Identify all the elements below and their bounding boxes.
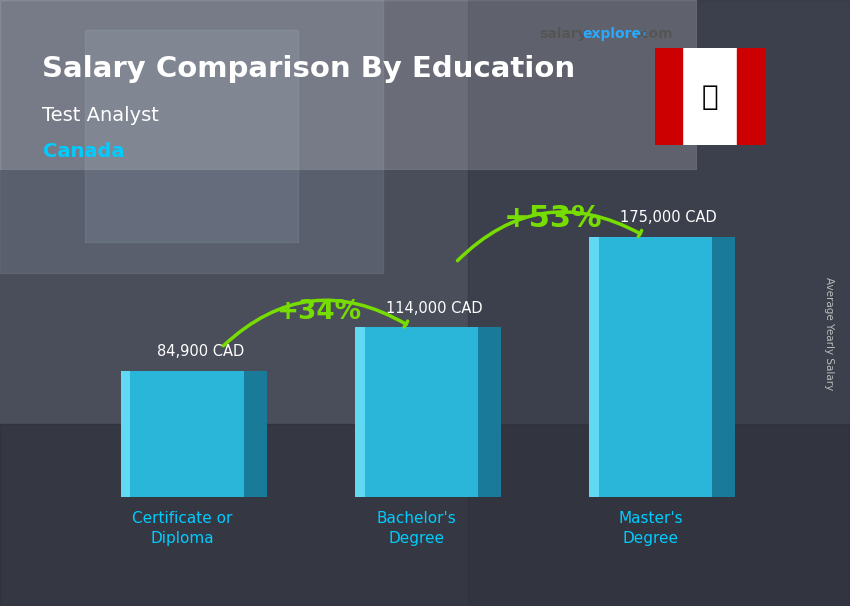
Bar [354, 327, 479, 497]
Text: Test Analyst: Test Analyst [42, 106, 159, 125]
Text: Average Yearly Salary: Average Yearly Salary [824, 277, 834, 390]
Bar [468, 0, 850, 606]
Text: salary: salary [540, 27, 587, 41]
Text: +53%: +53% [504, 204, 603, 233]
Polygon shape [479, 327, 501, 497]
Text: 114,000 CAD: 114,000 CAD [386, 301, 483, 316]
Polygon shape [712, 236, 735, 497]
Text: explorer: explorer [582, 27, 648, 41]
Polygon shape [244, 371, 267, 497]
Text: 🍁: 🍁 [701, 83, 718, 111]
Text: 175,000 CAD: 175,000 CAD [620, 210, 717, 225]
Bar [85, 30, 298, 242]
Bar [589, 236, 598, 497]
Bar [654, 48, 682, 145]
Text: Canada: Canada [42, 142, 124, 161]
Bar [354, 327, 365, 497]
Bar [121, 371, 244, 497]
Text: .com: .com [636, 27, 673, 41]
Bar [0, 424, 850, 606]
Text: Salary Comparison By Education: Salary Comparison By Education [42, 55, 575, 82]
Bar [589, 236, 712, 497]
Bar [0, 0, 382, 273]
Text: 84,900 CAD: 84,900 CAD [156, 344, 244, 359]
Text: +34%: +34% [276, 299, 361, 325]
Bar [737, 48, 765, 145]
Bar [121, 371, 130, 497]
